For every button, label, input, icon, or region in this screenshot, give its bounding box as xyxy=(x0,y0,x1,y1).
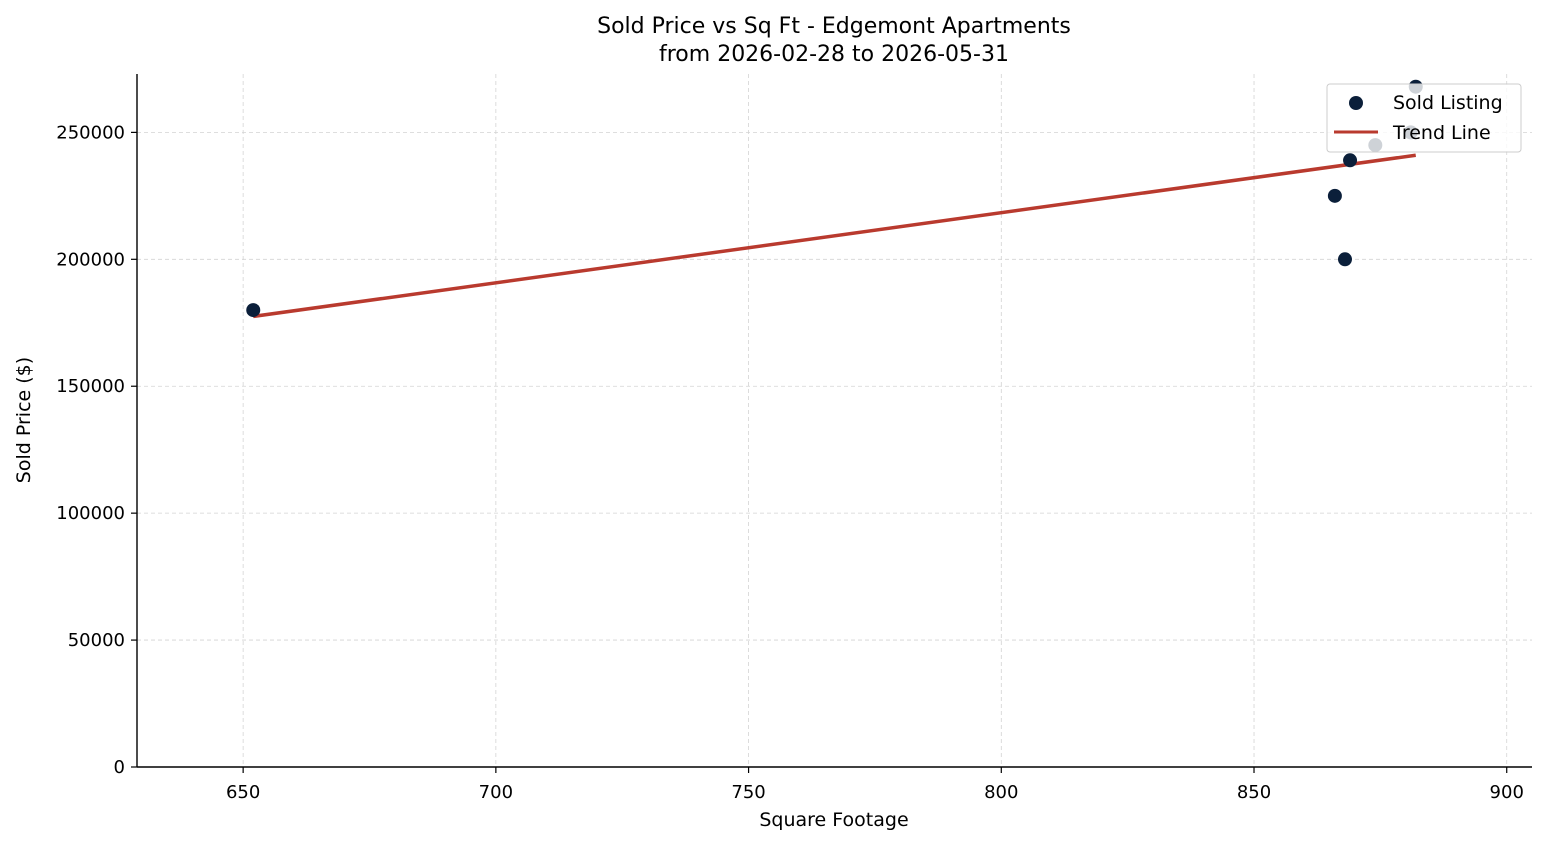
y-tick-label: 150000 xyxy=(56,376,125,397)
legend-box xyxy=(1326,83,1522,153)
axes: 650 700 750 800 850 900 0 50000 100000 150000 2000… xyxy=(56,74,1532,803)
y-axis-label: Sold Price ($) xyxy=(13,357,35,483)
chart-title: Sold Price vs Sq Ft - Edgemont Apartment… xyxy=(597,14,1071,39)
x-tick-label: 800 xyxy=(984,782,1018,803)
y-tick-label: 50000 xyxy=(68,630,125,651)
trend-line xyxy=(253,153,1416,319)
data-point xyxy=(1337,252,1352,267)
y-tick-label: 0 xyxy=(114,757,125,778)
legend-marker-sold-listing xyxy=(1349,96,1363,110)
trend-layer xyxy=(253,153,1416,319)
legend-label-trend-line: Trend Line xyxy=(1392,122,1491,144)
x-tick-label: 700 xyxy=(479,782,513,803)
x-tick-label: 900 xyxy=(1490,782,1524,803)
y-tick-label: 200000 xyxy=(56,249,125,270)
data-point xyxy=(246,303,261,318)
y-tick-label: 250000 xyxy=(56,122,125,143)
data-point xyxy=(1327,188,1342,203)
x-axis-label: Square Footage xyxy=(759,809,908,831)
x-tick-label: 750 xyxy=(731,782,765,803)
x-tick-label: 850 xyxy=(1237,782,1271,803)
legend-label-sold-listing: Sold Listing xyxy=(1393,92,1503,114)
legend: Sold Listing Trend Line xyxy=(1326,83,1522,153)
points-layer xyxy=(246,79,1423,318)
y-tick-label: 100000 xyxy=(56,503,125,524)
data-point xyxy=(1343,153,1358,168)
chart-subtitle: from 2026-02-28 to 2026-05-31 xyxy=(659,42,1009,67)
grid xyxy=(137,74,1532,767)
x-tick-label: 650 xyxy=(226,782,260,803)
